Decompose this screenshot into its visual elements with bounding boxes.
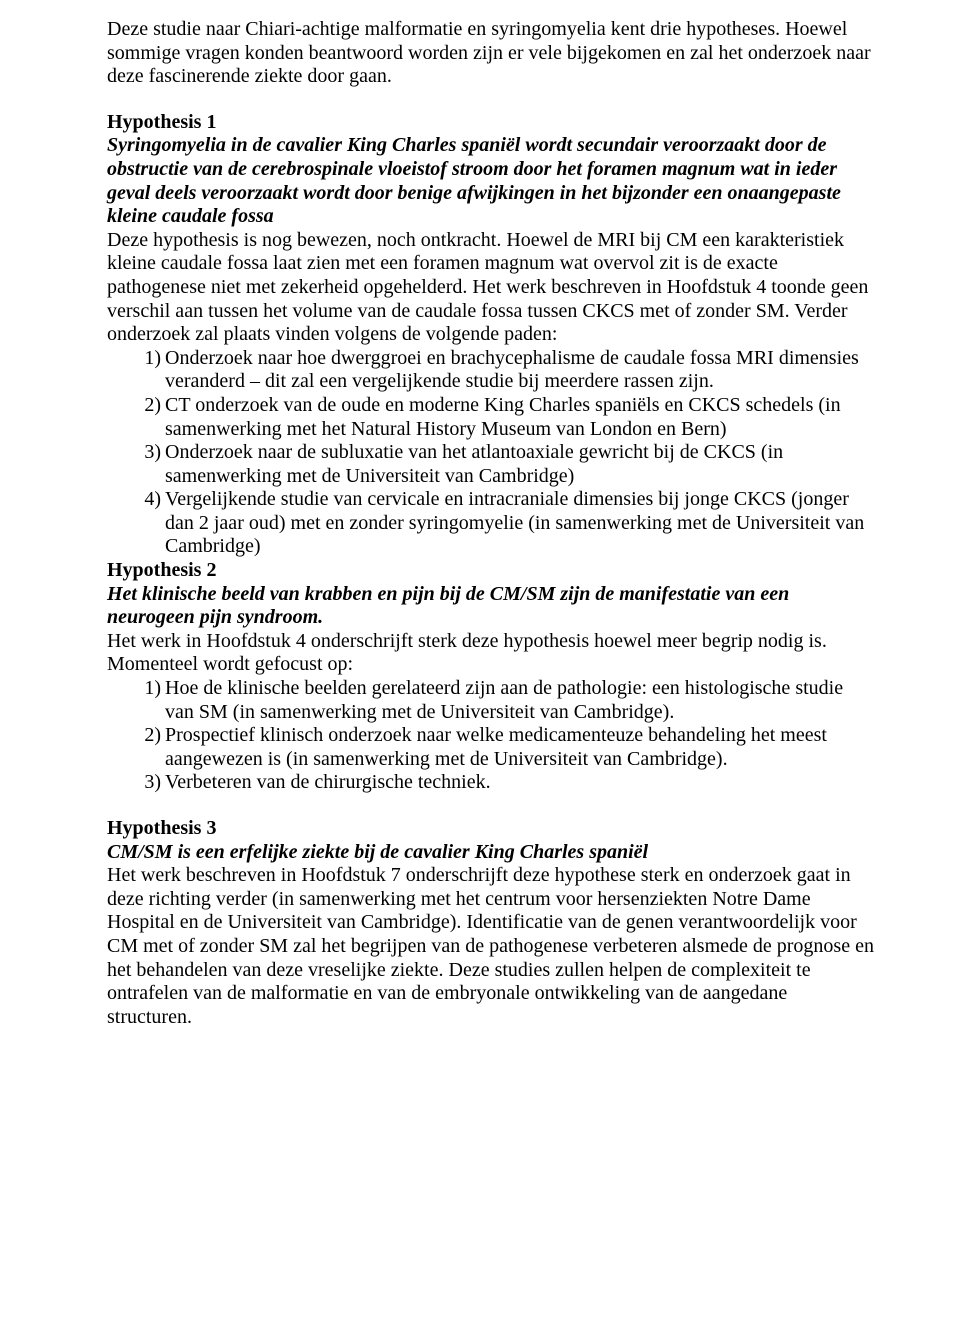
intro-paragraph: Deze studie naar Chiari-achtige malforma… — [107, 18, 874, 89]
document-page: Deze studie naar Chiari-achtige malforma… — [0, 0, 960, 1338]
hypothesis-2-body: Het werk in Hoofdstuk 4 onderschrijft st… — [107, 630, 827, 676]
hypothesis-3-block: Hypothesis 3 CM/SM is een erfelijke ziek… — [107, 817, 874, 1029]
hypothesis-1-body: Deze hypothesis is nog bewezen, noch ont… — [107, 229, 868, 345]
list-item: Hoe de klinische beelden gerelateerd zij… — [165, 677, 874, 724]
hypothesis-1-title: Hypothesis 1 — [107, 111, 216, 133]
list-item: Vergelijkende studie van cervicale en in… — [165, 488, 874, 559]
hypothesis-2-block: Hypothesis 2 Het klinische beeld van kra… — [107, 559, 874, 677]
hypothesis-2-title: Hypothesis 2 — [107, 559, 216, 581]
hypothesis-3-title: Hypothesis 3 — [107, 817, 216, 839]
hypothesis-2-statement: Het klinische beeld van krabben en pijn … — [107, 583, 789, 629]
hypothesis-3-statement: CM/SM is een erfelijke ziekte bij de cav… — [107, 841, 648, 863]
list-item: Verbeteren van de chirurgische techniek. — [165, 771, 874, 795]
hypothesis-1-list: Onderzoek naar hoe dwerggroei en brachyc… — [107, 347, 874, 559]
list-item: Onderzoek naar de subluxatie van het atl… — [165, 441, 874, 488]
hypothesis-1-statement: Syringomyelia in de cavalier King Charle… — [107, 134, 841, 227]
hypothesis-2-list: Hoe de klinische beelden gerelateerd zij… — [107, 677, 874, 795]
list-item: Prospectief klinisch onderzoek naar welk… — [165, 724, 874, 771]
list-item: Onderzoek naar hoe dwerggroei en brachyc… — [165, 347, 874, 394]
hypothesis-3-body: Het werk beschreven in Hoofdstuk 7 onder… — [107, 864, 874, 1028]
hypothesis-1-block: Hypothesis 1 Syringomyelia in de cavalie… — [107, 111, 874, 347]
list-item: CT onderzoek van de oude en moderne King… — [165, 394, 874, 441]
